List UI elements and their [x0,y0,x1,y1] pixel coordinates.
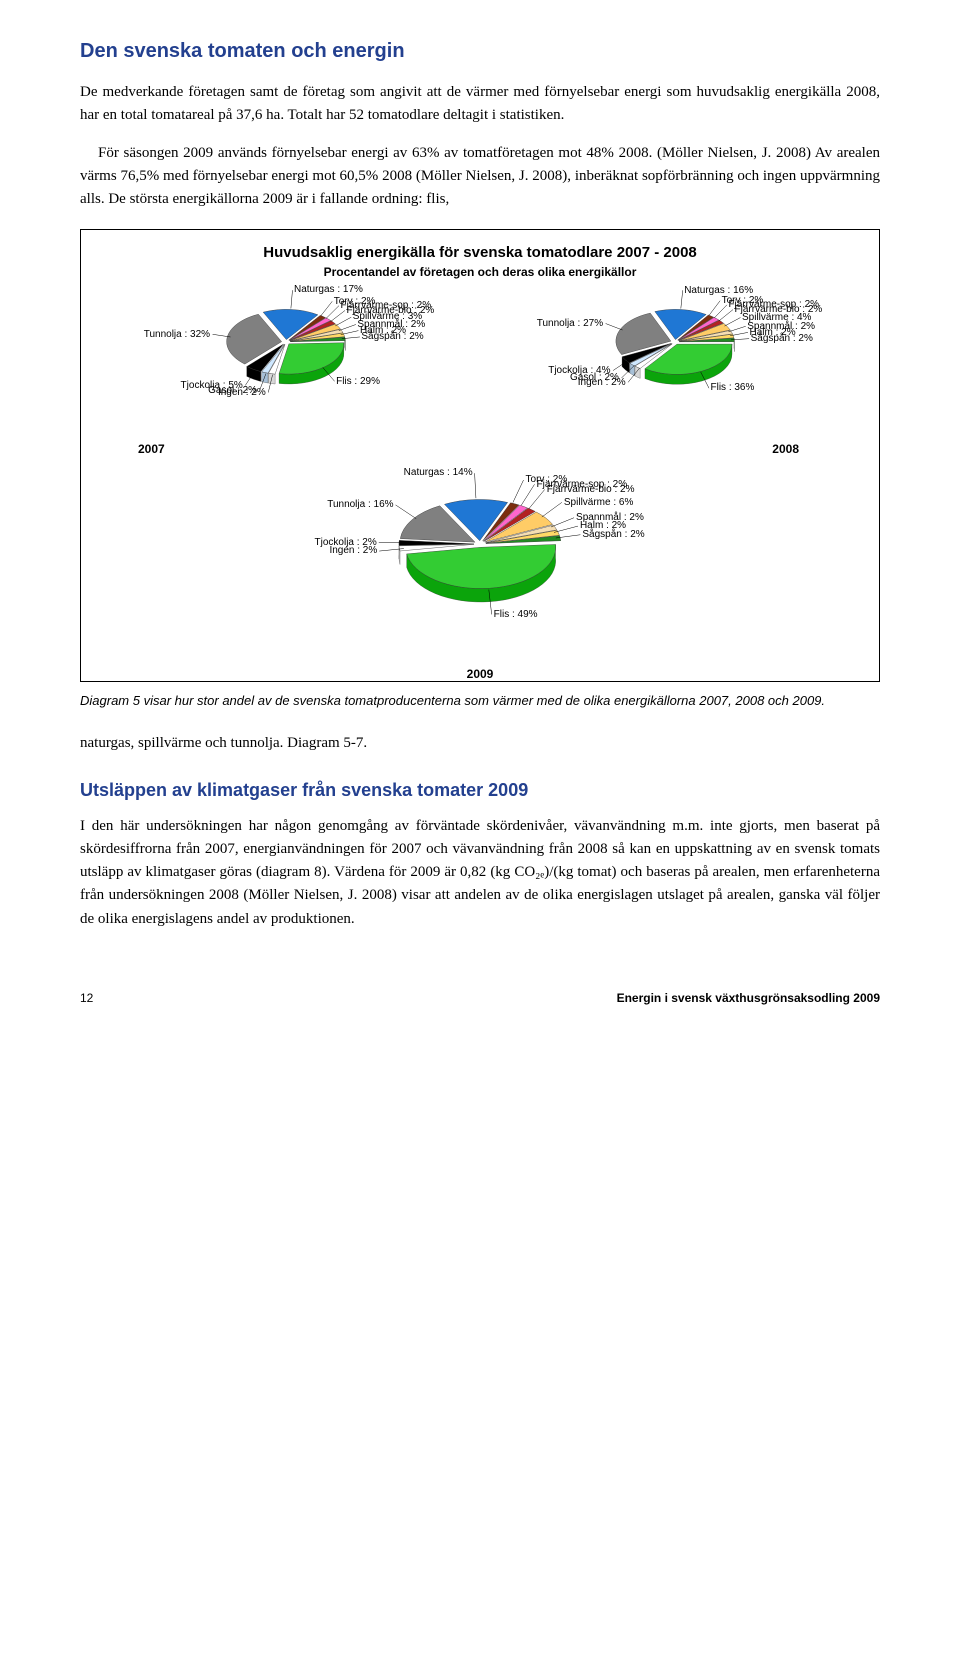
pie-2008-wrap: Naturgas : 16%Torv : 2%Fjärrvärme-sop : … [480,287,869,417]
pies-bottom-row: Naturgas : 14%Torv : 2%Fjärrvärme-sop : … [91,469,869,639]
pies-top-row: Naturgas : 17%Torv : 2%Fjärrvärme-sop : … [91,287,869,417]
pie-2007-wrap: Naturgas : 17%Torv : 2%Fjärrvärme-sop : … [91,287,480,417]
pie-2007 [196,287,376,417]
chart-title: Huvudsaklig energikälla för svenska toma… [91,244,869,261]
paragraph-1: De medverkande företagen samt de företag… [80,81,880,128]
pie-2008 [585,287,765,417]
page-number: 12 [80,991,93,1005]
chart-container: Huvudsaklig energikälla för svenska toma… [80,229,880,682]
paragraph-2: För säsongen 2009 används förnyelsebar e… [80,142,880,212]
chart-caption: Diagram 5 visar hur stor andel av de sve… [80,692,880,710]
section-title: Den svenska tomaten och energin [80,40,880,63]
footer-title: Energin i svensk växthusgrönsaksodling 2… [617,991,880,1005]
year-2009: 2009 [467,667,494,681]
subsection-title: Utsläppen av klimatgaser från svenska to… [80,780,880,801]
paragraph-3: naturgas, spillvärme och tunnolja. Diagr… [80,732,880,755]
chart-subtitle: Procentandel av företagen och deras olik… [91,265,869,279]
pie-2009 [365,469,595,639]
paragraph-4: I den här undersökningen har någon genom… [80,815,880,931]
pie-2009-wrap: Naturgas : 14%Torv : 2%Fjärrvärme-sop : … [91,469,869,639]
page-footer: 12 Energin i svensk växthusgrönsaksodlin… [80,991,880,1005]
year-2008: 2008 [772,442,799,456]
year-2007: 2007 [138,442,165,456]
